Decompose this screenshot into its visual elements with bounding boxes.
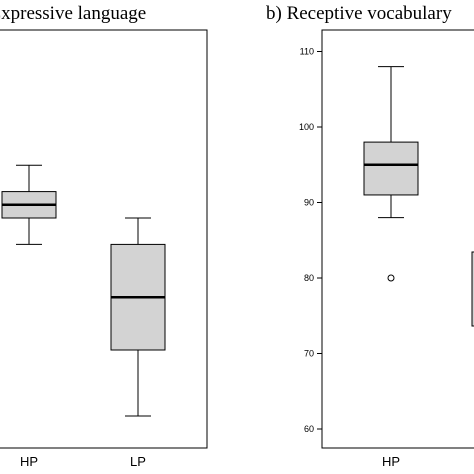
panel-b-iqr-box-hp [363, 141, 419, 196]
panel-b-ytick-label-100: 100 [299, 122, 314, 132]
panel-a: a) Expressive language HP LP [0, 3, 208, 469]
panel-b-ytick-label-80: 80 [304, 273, 314, 283]
panel-a-box-hp [1, 164, 57, 245]
panel-a-frame [0, 29, 208, 449]
panel-b-outlier-hp-0 [387, 274, 395, 282]
panel-b-category-hp: HP [382, 454, 400, 469]
panel-a-box-lp [110, 217, 166, 417]
panel-b-partial-box [471, 251, 474, 327]
panel-a-category-lp: LP [130, 454, 146, 469]
panel-b-title: b) Receptive vocabulary [266, 3, 452, 24]
panel-b-ytick-label-70: 70 [304, 349, 314, 359]
panel-a-title: a) Expressive language [0, 3, 146, 24]
panel-b-ytick-label-90: 90 [304, 198, 314, 208]
panel-b-ytick-label-110: 110 [300, 47, 314, 57]
panel-b-ytick-label-60: 60 [304, 424, 314, 434]
panel-b: b) Receptive vocabulary 60 70 80 90 100 110 H… [266, 3, 474, 469]
panel-a-category-hp: HP [20, 454, 38, 469]
panel-b-frame [321, 29, 474, 449]
panel-b-box-hp [363, 66, 419, 282]
